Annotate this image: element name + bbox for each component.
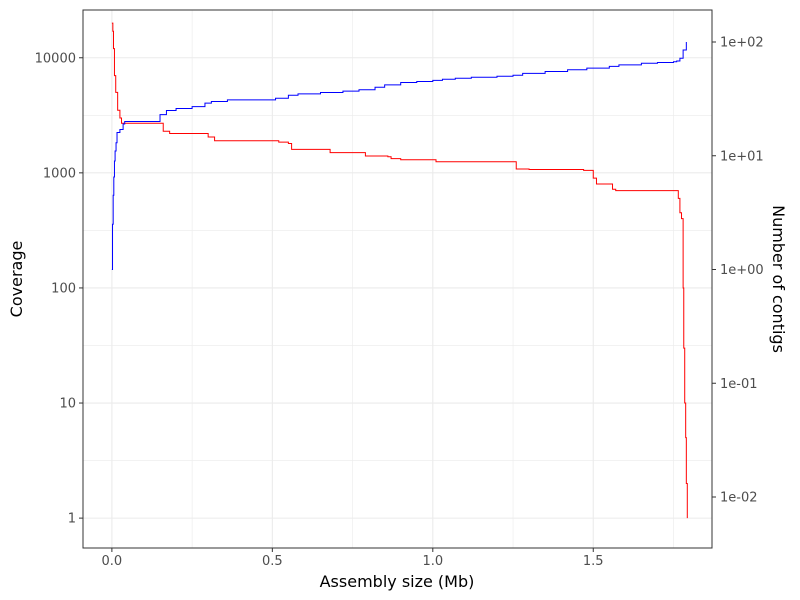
gridlines xyxy=(83,10,712,548)
series-group xyxy=(111,22,688,519)
plot-border xyxy=(82,9,713,549)
y-right-tick-label: 1e-02 xyxy=(720,491,758,506)
y-left-tick-label: 1 xyxy=(68,512,76,527)
y-left-tick-label: 10000 xyxy=(35,51,76,66)
y-left-tick-label: 100 xyxy=(51,281,76,296)
contigs-count-line xyxy=(111,42,687,270)
y-right-tick-label: 1e+02 xyxy=(720,36,764,51)
y-left-axis-title: Coverage xyxy=(7,241,26,318)
tick-group: 0.0 0.5 1.0 1.5 1 10 100 1000 10000 1e-02 1e-01 1e+… xyxy=(35,36,764,570)
y-left-tick-label: 10 xyxy=(59,397,76,412)
y-right-tick-label: 1e+01 xyxy=(720,149,764,164)
y-right-tick-label: 1e-01 xyxy=(720,377,758,392)
coverage-line xyxy=(111,22,688,519)
y-right-tick-label: 1e+00 xyxy=(720,263,764,278)
y-right-axis-title: Number of contigs xyxy=(769,205,788,353)
x-tick-label: 0.0 xyxy=(102,554,123,569)
y-left-tick-label: 1000 xyxy=(43,166,76,181)
x-tick-label: 1.5 xyxy=(583,554,604,569)
x-tick-label: 1.0 xyxy=(422,554,443,569)
x-axis-title: Assembly size (Mb) xyxy=(320,572,475,591)
x-tick-label: 0.5 xyxy=(262,554,283,569)
